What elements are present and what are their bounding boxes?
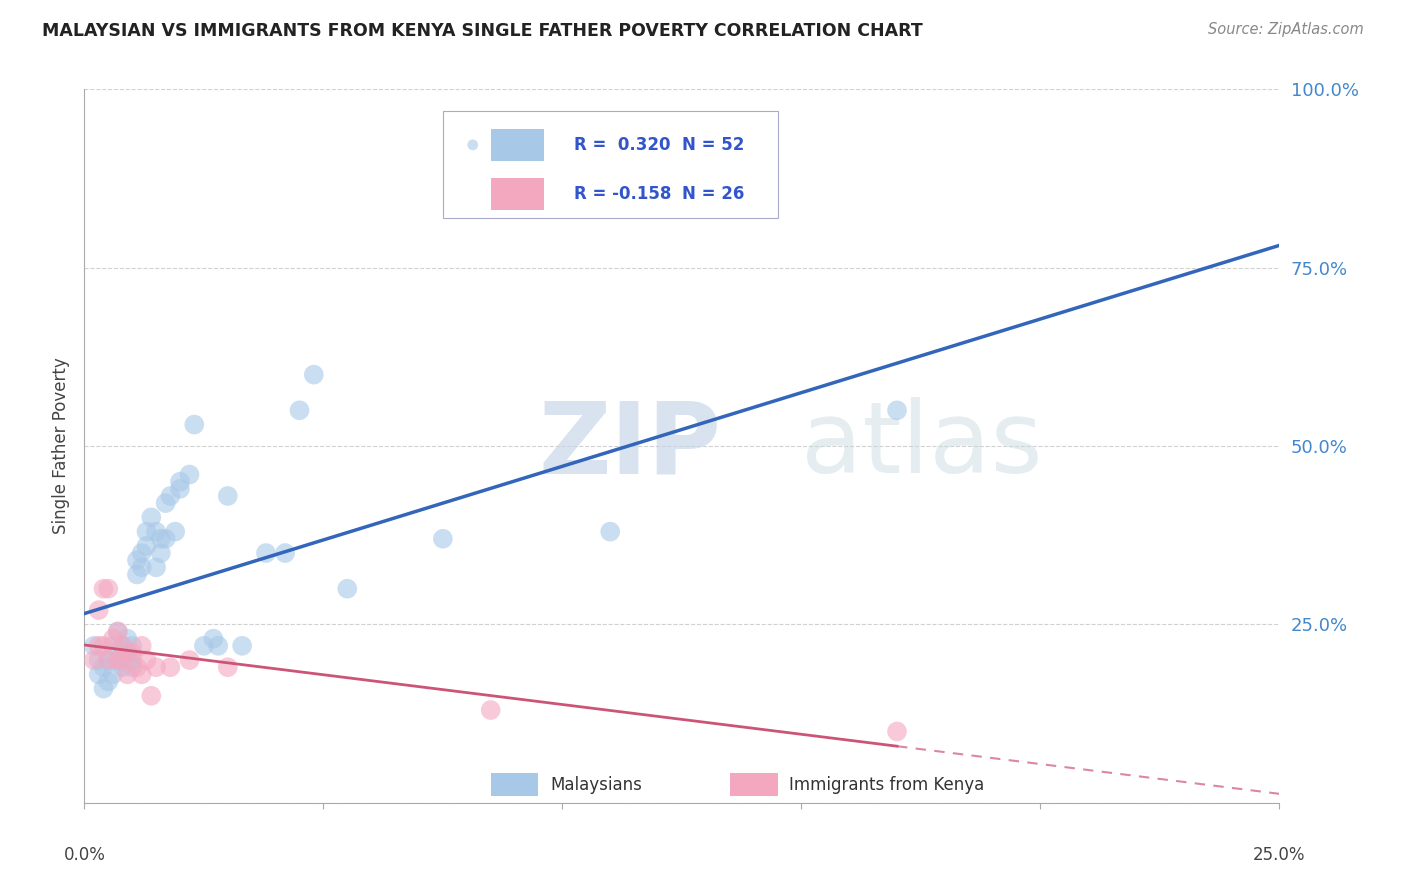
Text: ZIP: ZIP xyxy=(538,398,721,494)
Point xyxy=(101,667,124,681)
Point xyxy=(135,653,157,667)
Bar xyxy=(491,772,538,796)
Point xyxy=(121,639,143,653)
Point xyxy=(202,632,225,646)
Text: atlas: atlas xyxy=(801,398,1043,494)
Point xyxy=(169,475,191,489)
Text: 0.0%: 0.0% xyxy=(63,846,105,863)
Point xyxy=(149,546,172,560)
Point xyxy=(599,524,621,539)
Point xyxy=(165,524,187,539)
Point xyxy=(159,489,181,503)
Text: Malaysians: Malaysians xyxy=(550,776,643,794)
Point xyxy=(87,603,110,617)
Point xyxy=(125,553,148,567)
Text: N = 52: N = 52 xyxy=(682,136,744,153)
Point xyxy=(135,524,157,539)
Point xyxy=(97,653,120,667)
Point xyxy=(87,639,110,653)
Point xyxy=(155,496,177,510)
Text: N = 26: N = 26 xyxy=(682,186,744,203)
Point xyxy=(117,646,139,660)
Point xyxy=(87,653,110,667)
Point xyxy=(336,582,359,596)
Point xyxy=(302,368,325,382)
Point xyxy=(155,532,177,546)
Point xyxy=(111,639,134,653)
Point xyxy=(97,674,120,689)
Point xyxy=(125,567,148,582)
Point xyxy=(149,532,172,546)
Point xyxy=(83,639,105,653)
Point xyxy=(93,582,115,596)
Point xyxy=(97,653,120,667)
Text: Immigrants from Kenya: Immigrants from Kenya xyxy=(790,776,984,794)
Text: Source: ZipAtlas.com: Source: ZipAtlas.com xyxy=(1208,22,1364,37)
Point xyxy=(207,639,229,653)
Point xyxy=(117,632,139,646)
Point xyxy=(107,653,129,667)
Point xyxy=(125,660,148,674)
Bar xyxy=(730,772,778,796)
Point xyxy=(121,660,143,674)
Point xyxy=(432,532,454,546)
Point xyxy=(886,724,908,739)
Point xyxy=(479,703,502,717)
Point xyxy=(87,667,110,681)
Bar xyxy=(491,128,544,161)
Point xyxy=(107,624,129,639)
Point xyxy=(97,582,120,596)
Point xyxy=(179,653,201,667)
Point xyxy=(111,646,134,660)
Point xyxy=(141,689,163,703)
Point xyxy=(135,539,157,553)
Point xyxy=(121,646,143,660)
Point xyxy=(288,403,311,417)
Point xyxy=(117,653,139,667)
Point xyxy=(107,624,129,639)
Point xyxy=(101,639,124,653)
Point xyxy=(217,660,239,674)
Point xyxy=(93,639,115,653)
Point xyxy=(179,467,201,482)
Point xyxy=(131,667,153,681)
Point xyxy=(183,417,205,432)
Point xyxy=(254,546,277,560)
Point xyxy=(159,660,181,674)
Point xyxy=(131,546,153,560)
Point xyxy=(101,632,124,646)
Point xyxy=(121,653,143,667)
Y-axis label: Single Father Poverty: Single Father Poverty xyxy=(52,358,70,534)
FancyBboxPatch shape xyxy=(443,111,778,218)
Point xyxy=(193,639,215,653)
Point xyxy=(131,639,153,653)
Bar xyxy=(491,178,544,211)
Point xyxy=(145,660,167,674)
Text: MALAYSIAN VS IMMIGRANTS FROM KENYA SINGLE FATHER POVERTY CORRELATION CHART: MALAYSIAN VS IMMIGRANTS FROM KENYA SINGL… xyxy=(42,22,922,40)
Text: 25.0%: 25.0% xyxy=(1253,846,1306,863)
Point xyxy=(111,653,134,667)
Point xyxy=(117,646,139,660)
Point xyxy=(107,653,129,667)
Point xyxy=(111,660,134,674)
Text: R =  0.320: R = 0.320 xyxy=(574,136,671,153)
Text: R = -0.158: R = -0.158 xyxy=(574,186,672,203)
Point xyxy=(145,560,167,574)
Point xyxy=(145,524,167,539)
Point xyxy=(93,660,115,674)
Point xyxy=(131,560,153,574)
Point xyxy=(274,546,297,560)
Point xyxy=(117,667,139,681)
Point xyxy=(217,489,239,503)
Point xyxy=(111,639,134,653)
Point xyxy=(93,681,115,696)
Point xyxy=(83,653,105,667)
Point xyxy=(141,510,163,524)
Point xyxy=(231,639,253,653)
Point xyxy=(169,482,191,496)
Point xyxy=(886,403,908,417)
